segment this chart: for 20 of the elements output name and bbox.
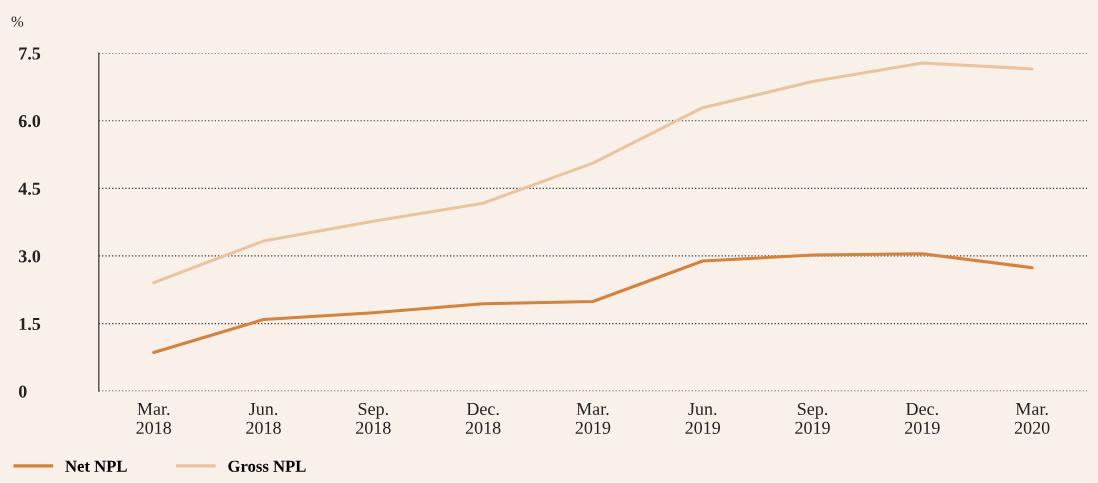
x-tick-label: Jun. 2019 — [685, 403, 721, 434]
x-tick-label: Dec. 2019 — [905, 403, 940, 434]
x-tick-label: Mar. 2020 — [1014, 403, 1050, 434]
y-tick-label: 6.0 — [18, 115, 41, 128]
legend-label: Net NPL — [65, 460, 127, 472]
x-tick-label: Sep. 2018 — [356, 402, 391, 434]
x-tick-label: Sep. 2019 — [795, 402, 830, 434]
legend-label: Gross NPL — [228, 460, 306, 472]
line-series — [152, 61, 1034, 285]
y-tick-label: 4.5 — [18, 182, 41, 195]
y-tick-label: 1.5 — [19, 317, 41, 331]
y-tick-label: 3.0 — [18, 250, 41, 263]
y-tick-label: 7.5 — [19, 47, 41, 60]
x-tick-label: Dec. 2018 — [465, 403, 501, 434]
x-tick-label: Mar. 2019 — [575, 403, 611, 434]
y-tick-label: 0 — [18, 385, 27, 398]
x-tick-label: Mar. 2018 — [136, 403, 172, 434]
y-axis-title: % — [11, 16, 24, 27]
line-series — [152, 252, 1034, 354]
x-tick-label: Jun. 2018 — [246, 403, 281, 434]
